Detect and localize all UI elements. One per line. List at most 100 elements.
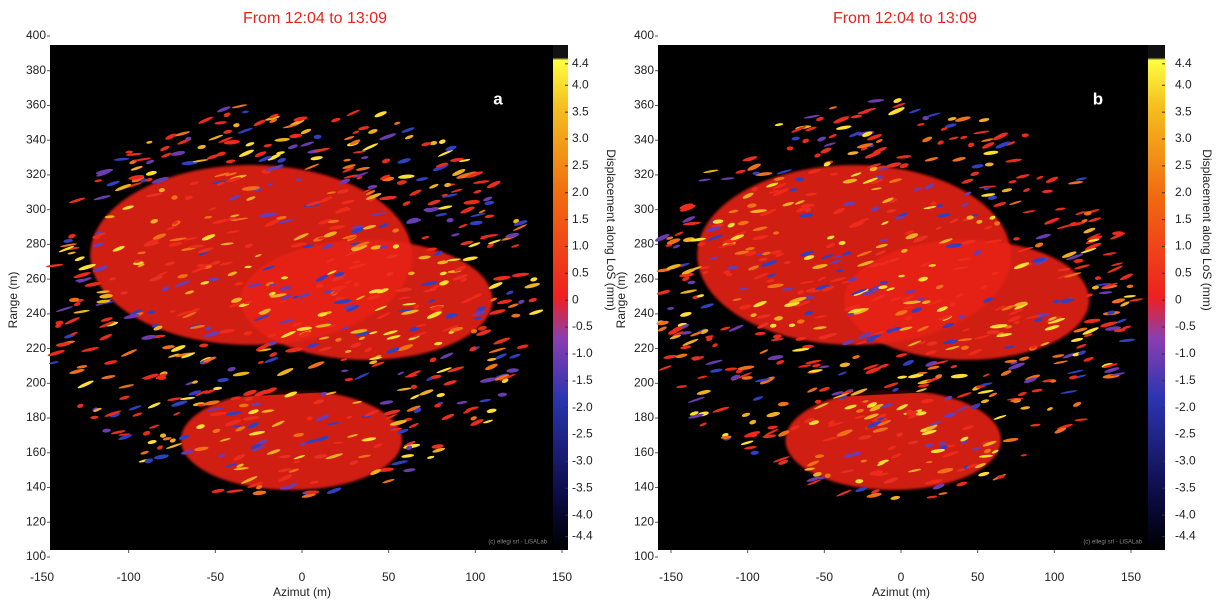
map-speckle (471, 329, 478, 334)
map-speckle (352, 260, 360, 264)
map-speckle (203, 330, 221, 338)
map-speckle (679, 203, 694, 210)
map-speckle (960, 135, 968, 139)
map-speckle (300, 141, 315, 147)
map-speckle (266, 449, 281, 455)
y-tick-label: 100 (26, 549, 46, 563)
map-speckle (176, 310, 192, 317)
map-speckle (752, 171, 760, 175)
map-speckle (214, 172, 230, 178)
map-speckle (93, 195, 111, 201)
map-speckle (700, 329, 709, 335)
map-speckle (903, 295, 914, 301)
map-speckle (75, 298, 84, 303)
map-speckle (209, 411, 227, 416)
map-speckle (217, 106, 231, 113)
map-speckle (842, 339, 854, 346)
map-speckle (932, 483, 945, 490)
map-speckle (356, 176, 363, 180)
map-speckle (144, 458, 154, 464)
map-speckle (343, 158, 351, 162)
map-speckle (1064, 272, 1082, 278)
map-speckle (747, 203, 757, 208)
map-speckle (217, 328, 235, 334)
map-speckle (833, 116, 850, 124)
map-speckle (955, 293, 964, 298)
map-speckle (712, 406, 730, 413)
map-speckle (806, 476, 821, 482)
map-speckle (148, 424, 160, 429)
map-speckle (341, 369, 349, 373)
map-speckle (401, 127, 415, 133)
y-axis-label: Range (m) (6, 272, 20, 329)
map-speckle (511, 272, 530, 277)
map-speckle (507, 303, 519, 308)
map-speckle (441, 413, 455, 421)
map-speckle (425, 207, 440, 213)
map-speckle (921, 429, 937, 436)
map-speckle (766, 411, 781, 418)
map-speckle (244, 397, 254, 401)
map-speckle (299, 442, 307, 446)
map-speckle (936, 306, 948, 312)
map-speckle (848, 220, 865, 228)
map-speckle (441, 193, 448, 197)
map-speckle (110, 412, 120, 418)
map-speckle (830, 277, 847, 283)
map-speckle (200, 281, 210, 285)
map-speckle (211, 488, 225, 493)
map-speckle (81, 346, 99, 352)
map-speckle (807, 387, 818, 393)
y-axis-label: Range (m) (614, 272, 628, 329)
map-speckle (1101, 282, 1119, 288)
map-speckle (924, 442, 933, 448)
map-speckle (346, 305, 360, 312)
map-speckle (915, 411, 927, 416)
map-speckle (426, 247, 438, 252)
map-speckle (120, 291, 128, 295)
map-speckle (1120, 301, 1130, 307)
map-speckle (1057, 273, 1072, 279)
x-tick-label: 50 (971, 570, 985, 584)
map-speckle (991, 271, 999, 275)
map-speckle (870, 294, 886, 302)
map-speckle (98, 301, 114, 305)
map-speckle (325, 391, 337, 395)
map-speckle (241, 476, 258, 484)
map-speckle (288, 468, 300, 473)
map-speckle (932, 360, 949, 365)
map-speckle (950, 365, 958, 369)
y-tick-label: 160 (26, 445, 46, 459)
map-speckle (447, 366, 465, 373)
map-speckle (847, 151, 859, 155)
map-speckle (918, 276, 928, 282)
map-speckle (416, 177, 429, 182)
map-speckle (1017, 391, 1027, 397)
map-speckle (1047, 317, 1066, 324)
map-speckle (978, 471, 990, 477)
map-speckle (881, 221, 889, 225)
x-tick-label: 50 (382, 570, 396, 584)
map-speckle (1062, 352, 1076, 359)
map-speckle (93, 407, 102, 412)
map-speckle (812, 363, 821, 368)
map-speckle (265, 165, 282, 172)
map-speckle (428, 299, 436, 303)
map-speckle (1078, 350, 1087, 355)
map-speckle (342, 167, 355, 173)
map-speckle (907, 440, 919, 445)
map-speckle (970, 171, 980, 177)
map-speckle (850, 114, 863, 119)
map-speckle (789, 296, 807, 304)
map-speckle (994, 305, 1006, 311)
map-speckle (376, 312, 391, 319)
map-speckle (355, 331, 370, 337)
map-speckle (128, 405, 142, 411)
x-axis-label: Azimut (m) (872, 585, 930, 599)
map-speckle (402, 302, 417, 306)
map-speckle (355, 295, 365, 301)
map-speckle (143, 241, 160, 247)
map-speckle (730, 374, 741, 380)
map-speckle (379, 174, 391, 180)
map-speckle (792, 348, 810, 352)
